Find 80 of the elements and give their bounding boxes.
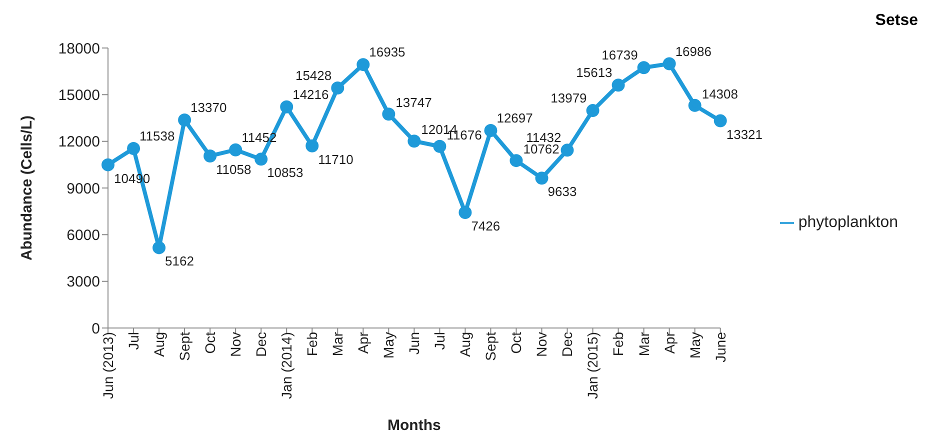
y-tick-label: 15000 — [58, 86, 100, 104]
data-label: 13370 — [190, 100, 227, 116]
x-tick-label: Mar — [636, 332, 652, 356]
point — [535, 172, 548, 185]
x-tick-label: Feb — [304, 332, 320, 356]
data-label: 13747 — [396, 95, 432, 110]
point — [127, 142, 140, 156]
data-label: 13321 — [726, 126, 763, 142]
point — [688, 98, 702, 112]
y-tick-label: 6000 — [66, 226, 100, 244]
y-tick-label: 9000 — [66, 180, 100, 198]
data-label: 15613 — [576, 65, 612, 80]
point — [254, 152, 268, 166]
x-tick-label: May — [686, 332, 703, 358]
data-label: 11710 — [318, 152, 354, 167]
x-tick-label: Nov — [534, 332, 550, 357]
point — [382, 108, 396, 121]
x-tick-label: Mar — [330, 332, 346, 356]
x-tick-label: Apr — [661, 332, 678, 354]
x-tick-label: Sept — [482, 332, 499, 361]
legend-label: phytoplankton — [798, 214, 898, 231]
point — [458, 206, 472, 219]
point — [484, 124, 498, 137]
x-tick-label: Oct — [508, 332, 524, 354]
x-tick-label: Jan (2015) — [584, 332, 601, 399]
x-tick-label: Jun (2013) — [100, 332, 116, 399]
y-tick-label: 3000 — [66, 274, 100, 291]
data-label: 10853 — [267, 165, 304, 180]
x-tick-label: Jun — [406, 332, 422, 355]
data-label: 16739 — [602, 48, 638, 63]
point — [102, 158, 114, 172]
data-label: 12697 — [496, 110, 533, 126]
x-tick-label: Jan (2014) — [278, 332, 295, 399]
point — [331, 82, 344, 95]
data-label: 13979 — [550, 90, 587, 106]
x-tick-label: Oct — [202, 332, 218, 354]
data-label: 16935 — [369, 44, 406, 60]
data-label: 15428 — [295, 68, 332, 84]
point — [510, 154, 523, 168]
point — [637, 61, 650, 74]
point — [306, 139, 319, 152]
y-tick-label: 18000 — [58, 40, 100, 58]
x-tick-label: June — [712, 332, 728, 362]
y-tick-label: 12000 — [58, 134, 100, 151]
x-tick-label: Apr — [355, 332, 372, 354]
data-label: 11058 — [216, 162, 252, 177]
point — [662, 57, 676, 70]
x-tick-label: Sept — [176, 332, 192, 361]
point — [178, 114, 192, 127]
point — [280, 100, 294, 114]
x-tick-label: Dec — [559, 332, 576, 357]
data-label: 11538 — [140, 128, 175, 144]
x-tick-label: Jul — [432, 332, 448, 350]
point — [356, 58, 370, 72]
point — [586, 104, 600, 118]
x-tick-label: Aug — [457, 332, 474, 357]
data-label: 16986 — [675, 44, 712, 59]
data-label: 7426 — [471, 218, 500, 234]
x-tick-label: Dec — [253, 332, 270, 357]
x-axis-title: Months — [388, 417, 441, 434]
y-tick-label: 0 — [92, 320, 100, 338]
y-axis-title: Abundance (Cells/L) — [18, 115, 36, 261]
x-tick-label: Feb — [610, 332, 626, 356]
point — [560, 144, 574, 157]
point — [229, 143, 242, 156]
point — [433, 140, 446, 153]
x-tick-label: Aug — [150, 332, 167, 357]
point — [204, 149, 217, 162]
text: Setse — [875, 12, 918, 30]
point — [152, 241, 166, 254]
x-tick-label: May — [380, 332, 397, 358]
data-label: 14216 — [292, 86, 329, 102]
data-label: 9633 — [548, 184, 577, 200]
x-tick-label: Nov — [228, 332, 244, 357]
point — [612, 78, 625, 92]
data-label: 14308 — [702, 86, 738, 102]
data-label: 5162 — [165, 254, 194, 269]
x-tick-label: Jul — [125, 332, 142, 350]
point — [408, 134, 421, 148]
point — [714, 114, 727, 128]
